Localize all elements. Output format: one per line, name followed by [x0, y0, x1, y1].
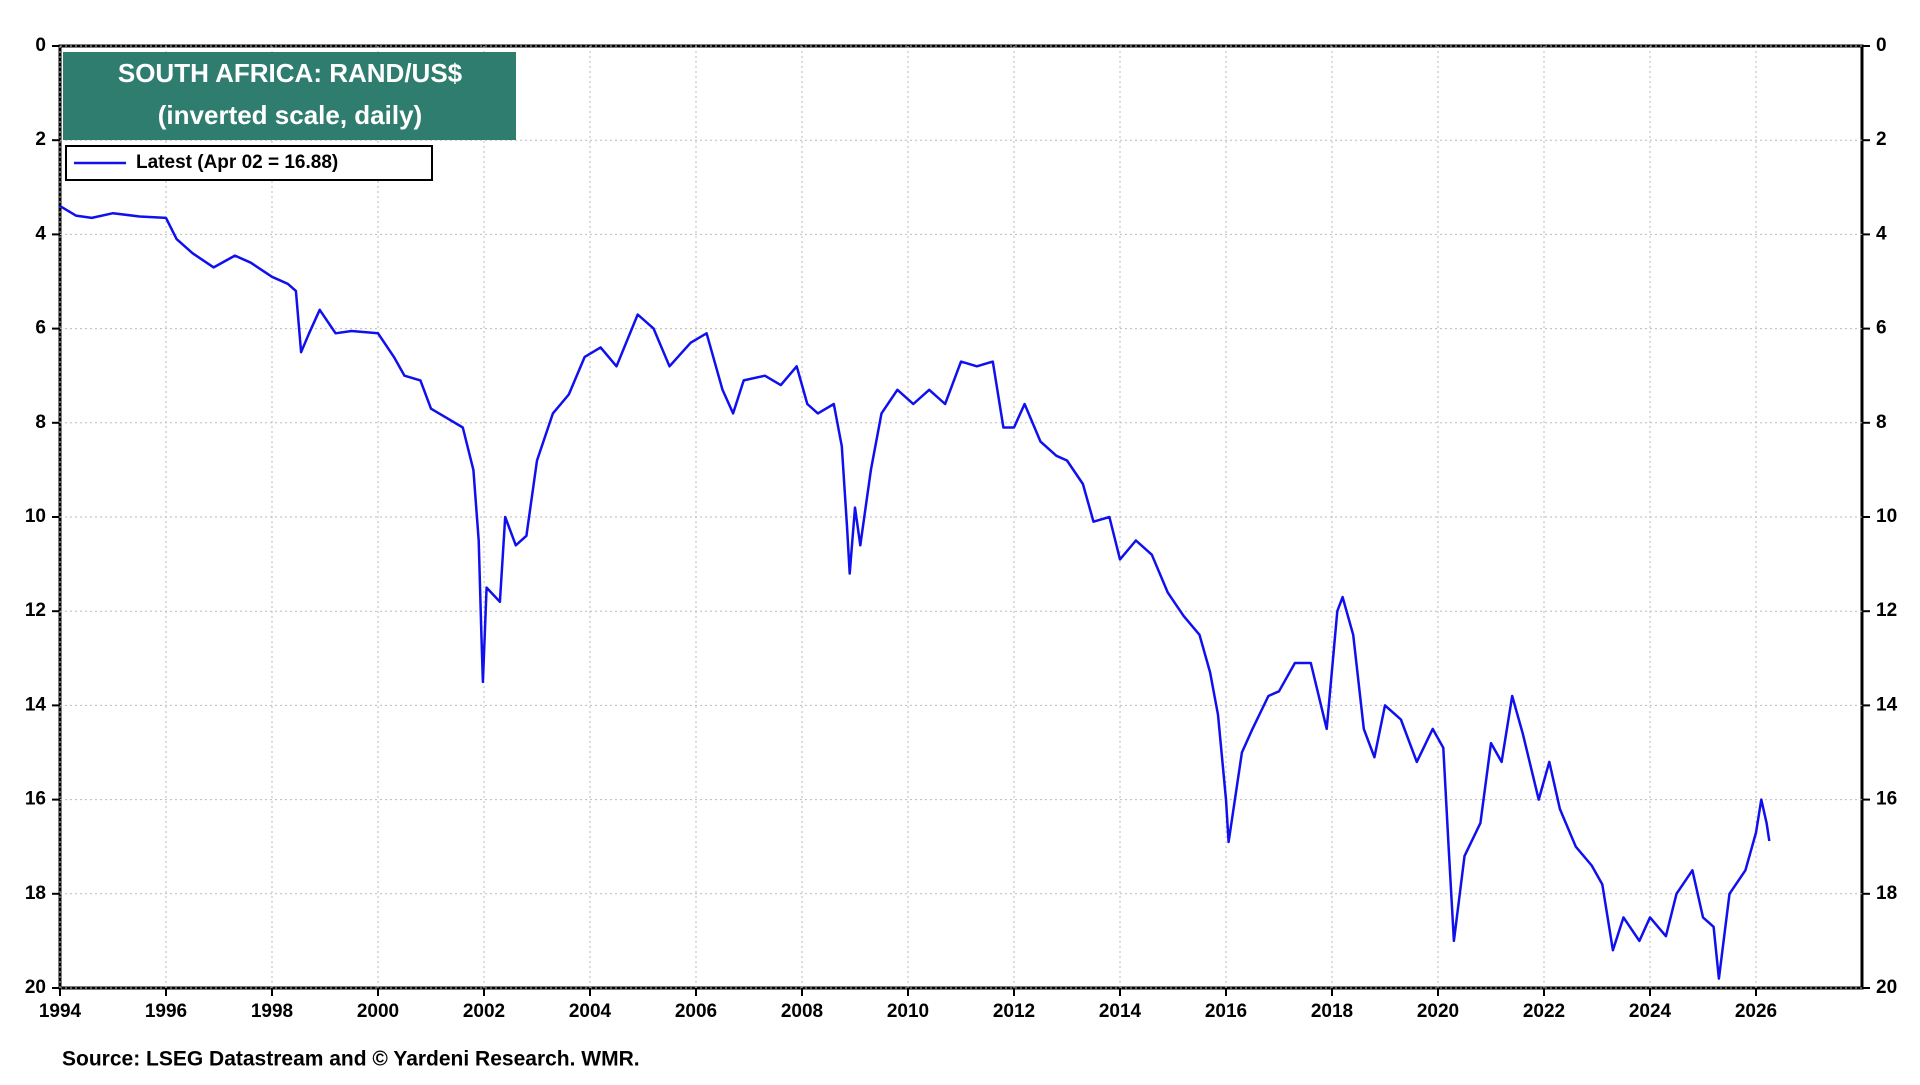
y2-tick-label: 14: [1876, 694, 1898, 715]
x-tick-label: 2022: [1523, 1001, 1565, 1022]
x-tick-label: 2006: [675, 1001, 717, 1022]
x-tick-label: 2016: [1205, 1001, 1247, 1022]
x-tick-label: 2000: [357, 1001, 399, 1022]
y-tick-label: 18: [25, 883, 46, 904]
y-tick-label: 4: [35, 223, 46, 244]
x-tick-label: 2008: [781, 1001, 823, 1022]
x-tick-label: 2004: [569, 1001, 612, 1022]
y-tick-label: 20: [25, 977, 46, 998]
y2-tick-label: 6: [1876, 318, 1887, 339]
y2-tick-label: 20: [1876, 977, 1897, 998]
y-tick-label: 10: [25, 506, 46, 527]
x-tick-label: 1996: [145, 1001, 187, 1022]
title-box: [63, 52, 516, 140]
x-tick-label: 1998: [251, 1001, 293, 1022]
y2-tick-label: 4: [1876, 223, 1887, 244]
x-tick-label: 2014: [1099, 1001, 1142, 1022]
x-tick-label: 2024: [1629, 1001, 1672, 1022]
y-tick-label: 0: [35, 35, 46, 56]
y-tick-label: 14: [25, 694, 47, 715]
y2-tick-label: 0: [1876, 35, 1887, 56]
y-tick-label: 2: [35, 129, 46, 150]
x-tick-label: 2002: [463, 1001, 505, 1022]
y-tick-label: 12: [25, 600, 46, 621]
y-tick-label: 16: [25, 789, 46, 810]
y-tick-label: 8: [35, 412, 46, 433]
series-line: [59, 205, 1771, 980]
y2-tick-label: 16: [1876, 789, 1897, 810]
chart-subtitle: (inverted scale, daily): [158, 100, 422, 130]
y2-tick-label: 12: [1876, 600, 1897, 621]
y2-tick-label: 18: [1876, 883, 1897, 904]
x-tick-label: 2018: [1311, 1001, 1353, 1022]
marks: [59, 205, 1771, 980]
source: Source: LSEG Datastream and © Yardeni Re…: [62, 1048, 640, 1071]
x-tick-label: 2026: [1735, 1001, 1777, 1022]
legend-label: Latest (Apr 02 = 16.88): [136, 152, 338, 173]
x-tick-label: 2020: [1417, 1001, 1459, 1022]
y2-tick-label: 10: [1876, 506, 1897, 527]
x-tick-label: 1994: [39, 1001, 82, 1022]
legend: [65, 145, 433, 181]
x-tick-label: 2012: [993, 1001, 1035, 1022]
y-tick-label: 6: [35, 318, 46, 339]
y2-tick-label: 2: [1876, 129, 1887, 150]
y2-tick-label: 8: [1876, 412, 1887, 433]
x-tick-label: 2010: [887, 1001, 929, 1022]
chart-title: SOUTH AFRICA: RAND/US$: [118, 58, 463, 88]
